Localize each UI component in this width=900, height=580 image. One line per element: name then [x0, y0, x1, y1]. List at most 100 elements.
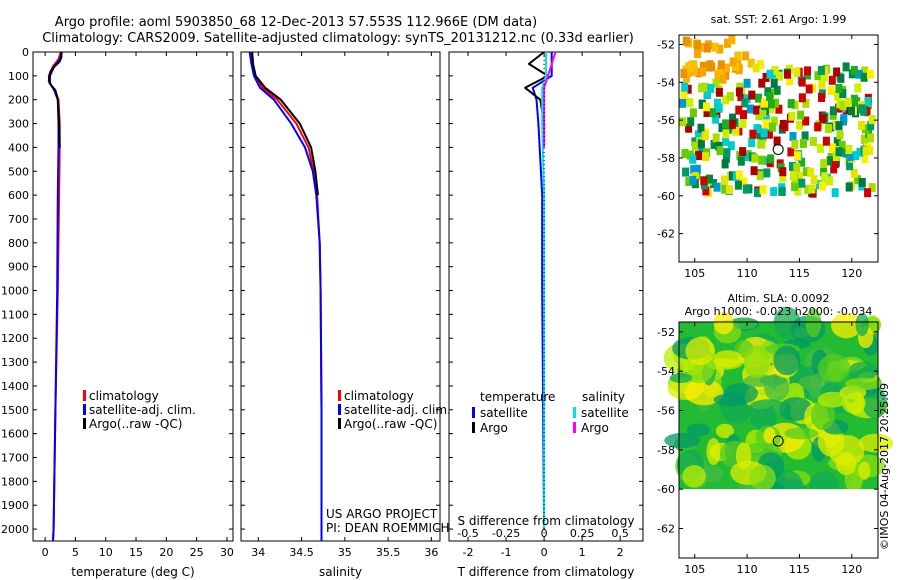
x-tick-label: 10: [99, 546, 113, 559]
legend-swatch: [573, 422, 576, 433]
sst-cell: [728, 171, 736, 181]
x-tick-label: 120: [841, 267, 862, 280]
y-tick-label: -52: [657, 38, 675, 51]
s-tick-label: 0.5: [611, 527, 629, 540]
sst-cell: [845, 145, 853, 154]
legend-swatch: [83, 418, 86, 429]
sst-cell: [835, 147, 843, 157]
x-tick-label: 5: [72, 546, 79, 559]
sst-cell: [735, 64, 743, 74]
sst-cell: [721, 159, 729, 169]
sst-cell: [770, 187, 778, 197]
legend-label: Argo: [480, 421, 508, 435]
sst-cell: [802, 98, 810, 108]
credit-pi: PI: DEAN ROEMMICH: [326, 521, 449, 535]
sst-cell: [763, 168, 771, 178]
y-tick-label: 500: [8, 165, 29, 178]
legend-label: satellite-adj. clim.: [344, 403, 451, 417]
sst-cell: [758, 155, 766, 165]
sst-cell: [706, 174, 713, 184]
y-tick-label: -60: [657, 483, 675, 496]
sst-cell: [804, 66, 811, 76]
sst-cell: [723, 148, 731, 158]
y-tick-label: 700: [8, 213, 29, 226]
sst-cell: [829, 143, 836, 153]
sla-blob: [845, 377, 883, 391]
sst-cell: [699, 67, 707, 77]
sst-cell: [708, 62, 716, 72]
sst-cell: [703, 108, 711, 117]
legend-swatch: [83, 390, 86, 401]
sst-cell: [770, 116, 778, 126]
sla-blob: [855, 312, 869, 337]
y-tick-label: 1900: [1, 499, 29, 512]
sst-cell: [743, 78, 751, 88]
sst-cell: [748, 138, 756, 148]
sst-cell: [867, 133, 874, 143]
sst-cell: [748, 90, 756, 100]
series-salinity-argo: [543, 51, 557, 148]
sst-cell: [693, 49, 701, 59]
s-axis-label: S difference from climatology: [458, 514, 635, 528]
sst-cell: [764, 87, 772, 97]
sst-cell: [846, 161, 854, 171]
map-frame: [678, 321, 879, 559]
plot-frame: [240, 51, 441, 542]
sst-cell: [852, 151, 860, 161]
sst-cell: [729, 113, 737, 123]
sst-cell: [689, 175, 697, 185]
sst-cell: [711, 42, 719, 52]
sst-cell: [819, 113, 827, 123]
sla-blob: [749, 399, 787, 416]
sst-cell: [700, 176, 708, 186]
sst-cell: [693, 164, 701, 174]
x-tick-label: 0: [42, 546, 49, 559]
sst-cell: [825, 124, 832, 134]
x-tick-label: 15: [129, 546, 143, 559]
sla-blob: [669, 373, 693, 383]
y-tick-label: 1400: [1, 380, 29, 393]
sst-cell: [833, 137, 841, 147]
map-title: sat. SST: 2.61 Argo: 1.99: [711, 13, 847, 26]
sst-cell: [709, 108, 717, 118]
sla-blob: [858, 461, 871, 480]
title-line1: Argo profile: aoml 5903850_68 12-Dec-201…: [55, 15, 537, 30]
sst-cell: [864, 97, 872, 106]
sst-cell: [793, 67, 801, 77]
x-tick-label: 120: [841, 563, 862, 576]
x-tick-label: 20: [159, 546, 173, 559]
sst-cell: [858, 120, 866, 130]
sst-cell: [850, 168, 858, 178]
sst-cell: [798, 178, 806, 188]
y-tick-label: 1200: [1, 332, 29, 345]
y-tick-label: 1100: [1, 308, 29, 321]
sla-blob: [858, 433, 894, 453]
sst-cell: [778, 186, 786, 196]
series-argo-raw-qc: [47, 51, 63, 148]
sst-cell: [722, 63, 730, 73]
sst-cell: [801, 131, 809, 141]
sst-cell: [736, 82, 744, 92]
legend-label: Argo(..raw -QC): [344, 417, 437, 431]
sst-cell: [840, 116, 847, 126]
sst-cell: [829, 106, 837, 116]
sst-cell: [791, 139, 799, 149]
sst-cell: [740, 177, 748, 187]
sst-cell: [689, 154, 697, 164]
sst-cell: [787, 99, 795, 109]
sst-cell: [789, 161, 796, 171]
sst-cells: [679, 35, 876, 198]
title-line2: Climatology: CARS2009. Satellite-adjuste…: [42, 31, 634, 46]
sst-cell: [804, 184, 812, 194]
y-tick-label: 600: [8, 189, 29, 202]
sst-cell: [757, 139, 765, 149]
x-axis-label: salinity: [319, 565, 362, 579]
sst-cell: [715, 103, 723, 113]
y-tick-label: 200: [8, 94, 29, 107]
sst-cell: [763, 119, 770, 129]
sst-cell: [740, 110, 747, 120]
sst-cell: [839, 89, 847, 98]
x-tick-label: 110: [737, 267, 758, 280]
credit-imos: ©IMOS 04-Aug-2017 20:25:09: [878, 383, 891, 550]
temperature-panel: 0100200300400500600700800900100011001200…: [1, 46, 234, 579]
